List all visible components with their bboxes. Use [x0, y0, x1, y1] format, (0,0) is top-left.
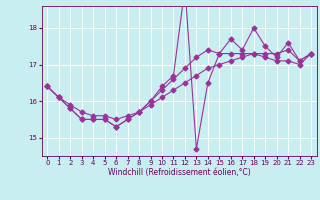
X-axis label: Windchill (Refroidissement éolien,°C): Windchill (Refroidissement éolien,°C)	[108, 168, 251, 177]
